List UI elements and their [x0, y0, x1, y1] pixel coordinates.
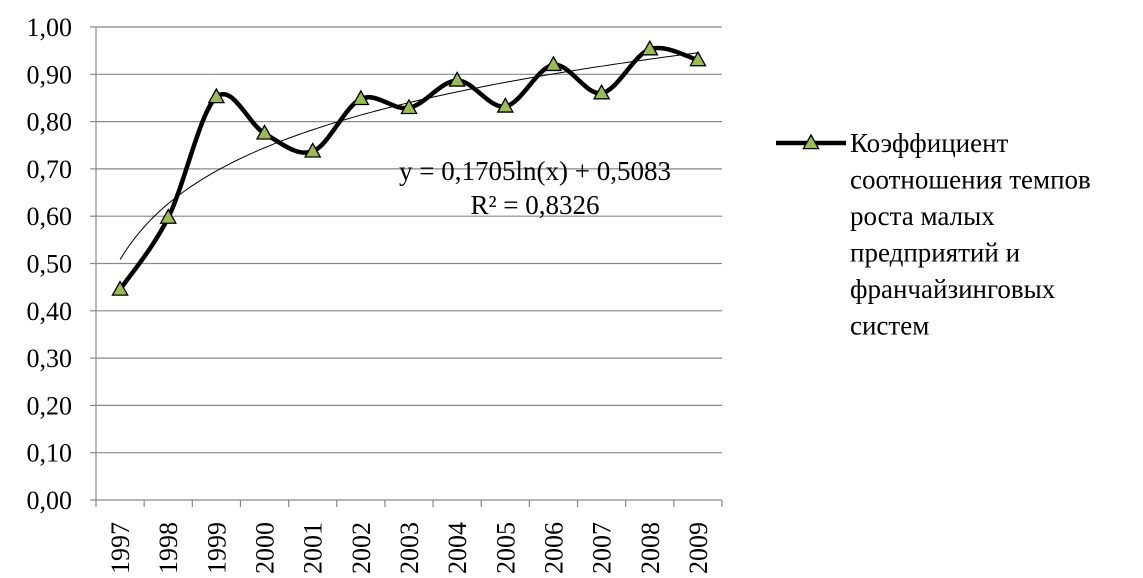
x-tick-label: 1998 — [154, 522, 183, 574]
data-point-marker — [303, 142, 322, 158]
x-tick-label: 1997 — [106, 522, 135, 574]
data-point-marker — [111, 280, 129, 296]
y-tick-label: 1,00 — [27, 13, 73, 42]
legend-marker-swatch — [802, 133, 820, 150]
legend-label-line: франчайзинговых — [850, 274, 1056, 304]
gridlines — [96, 26, 722, 454]
x-axis-tick-labels: 1997 1998 1999 2000 2001 2002 2003 2004 2005 2006… — [106, 522, 713, 574]
legend-label-line: Коэффициент — [850, 128, 1009, 158]
data-point-marker — [255, 124, 274, 140]
legend-label-line: предприятий и — [850, 238, 1020, 268]
data-point-marker — [544, 55, 563, 72]
x-tick-label: 2009 — [684, 522, 713, 574]
y-tick-label: 0,30 — [27, 344, 73, 373]
trendline-equation-text: y = 0,1705ln(x) + 0,5083 — [399, 156, 671, 186]
data-point-marker — [159, 208, 177, 224]
y-tick-label: 0,50 — [27, 250, 73, 279]
y-tick-label: 0,10 — [27, 439, 73, 468]
legend-label-line: роста малых — [850, 201, 995, 231]
x-tick-label: 2000 — [251, 522, 280, 574]
data-point-marker — [352, 89, 370, 106]
legend: Коэффициент соотношения темпов роста малых… — [776, 128, 1091, 341]
data-point-marker — [641, 39, 659, 56]
data-point-marker — [448, 71, 466, 87]
series-markers — [111, 39, 707, 296]
axes — [90, 26, 723, 507]
y-tick-label: 0,20 — [27, 391, 73, 420]
y-tick-label: 0,40 — [27, 297, 73, 326]
y-tick-label: 0,90 — [27, 60, 73, 89]
x-tick-label: 2006 — [539, 522, 568, 574]
x-tick-label: 2002 — [347, 522, 376, 574]
data-point-marker — [689, 50, 707, 67]
y-tick-label: 0,00 — [27, 486, 73, 515]
y-tick-label: 0,70 — [27, 155, 73, 184]
data-point-marker — [496, 97, 515, 113]
trendline-equation: y = 0,1705ln(x) + 0,5083 R² = 0,8326 — [399, 156, 671, 220]
data-point-marker — [400, 98, 418, 115]
x-tick-label: 2005 — [491, 522, 520, 574]
y-axis-tick-labels: 0,00 0,10 0,20 0,30 0,40 0,50 0,60 0,70 0,80 0,90… — [27, 13, 73, 515]
x-tick-label: 2001 — [299, 522, 328, 574]
x-tick-label: 2004 — [443, 522, 472, 574]
data-point-marker — [207, 87, 226, 104]
x-tick-label: 2003 — [395, 522, 424, 574]
y-tick-label: 0,60 — [27, 202, 73, 231]
legend-label-line: систем — [850, 311, 929, 341]
y-tick-label: 0,80 — [27, 108, 73, 137]
legend-label-line: соотношения темпов — [850, 165, 1091, 195]
x-tick-label: 2008 — [636, 522, 665, 574]
data-point-marker — [592, 83, 611, 100]
x-tick-label: 1999 — [202, 522, 231, 574]
x-tick-label: 2007 — [588, 522, 617, 574]
trendline-r-squared: R² = 0,8326 — [470, 190, 599, 220]
